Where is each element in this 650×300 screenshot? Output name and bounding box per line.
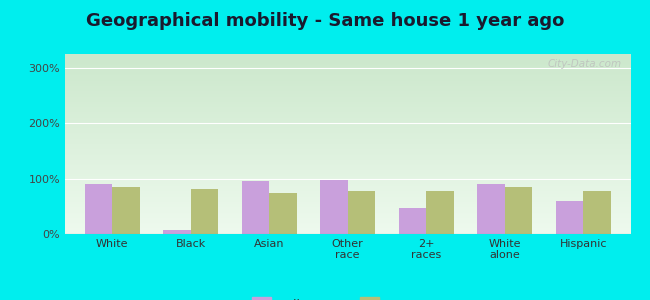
Bar: [112, 188, 140, 234]
Bar: [242, 182, 269, 234]
Bar: [556, 201, 584, 234]
Text: Geographical mobility - Same house 1 year ago: Geographical mobility - Same house 1 yea…: [86, 12, 564, 30]
Text: City-Data.com: City-Data.com: [548, 59, 622, 69]
Bar: [269, 193, 296, 234]
Bar: [163, 230, 190, 234]
Bar: [505, 188, 532, 234]
Bar: [84, 184, 112, 234]
Legend: Medina, TN, Tennessee: Medina, TN, Tennessee: [246, 294, 449, 300]
Bar: [399, 208, 426, 234]
Bar: [477, 184, 505, 234]
Bar: [348, 191, 375, 234]
Bar: [190, 189, 218, 234]
Bar: [320, 180, 348, 234]
Bar: [426, 191, 454, 234]
Bar: [584, 191, 611, 234]
